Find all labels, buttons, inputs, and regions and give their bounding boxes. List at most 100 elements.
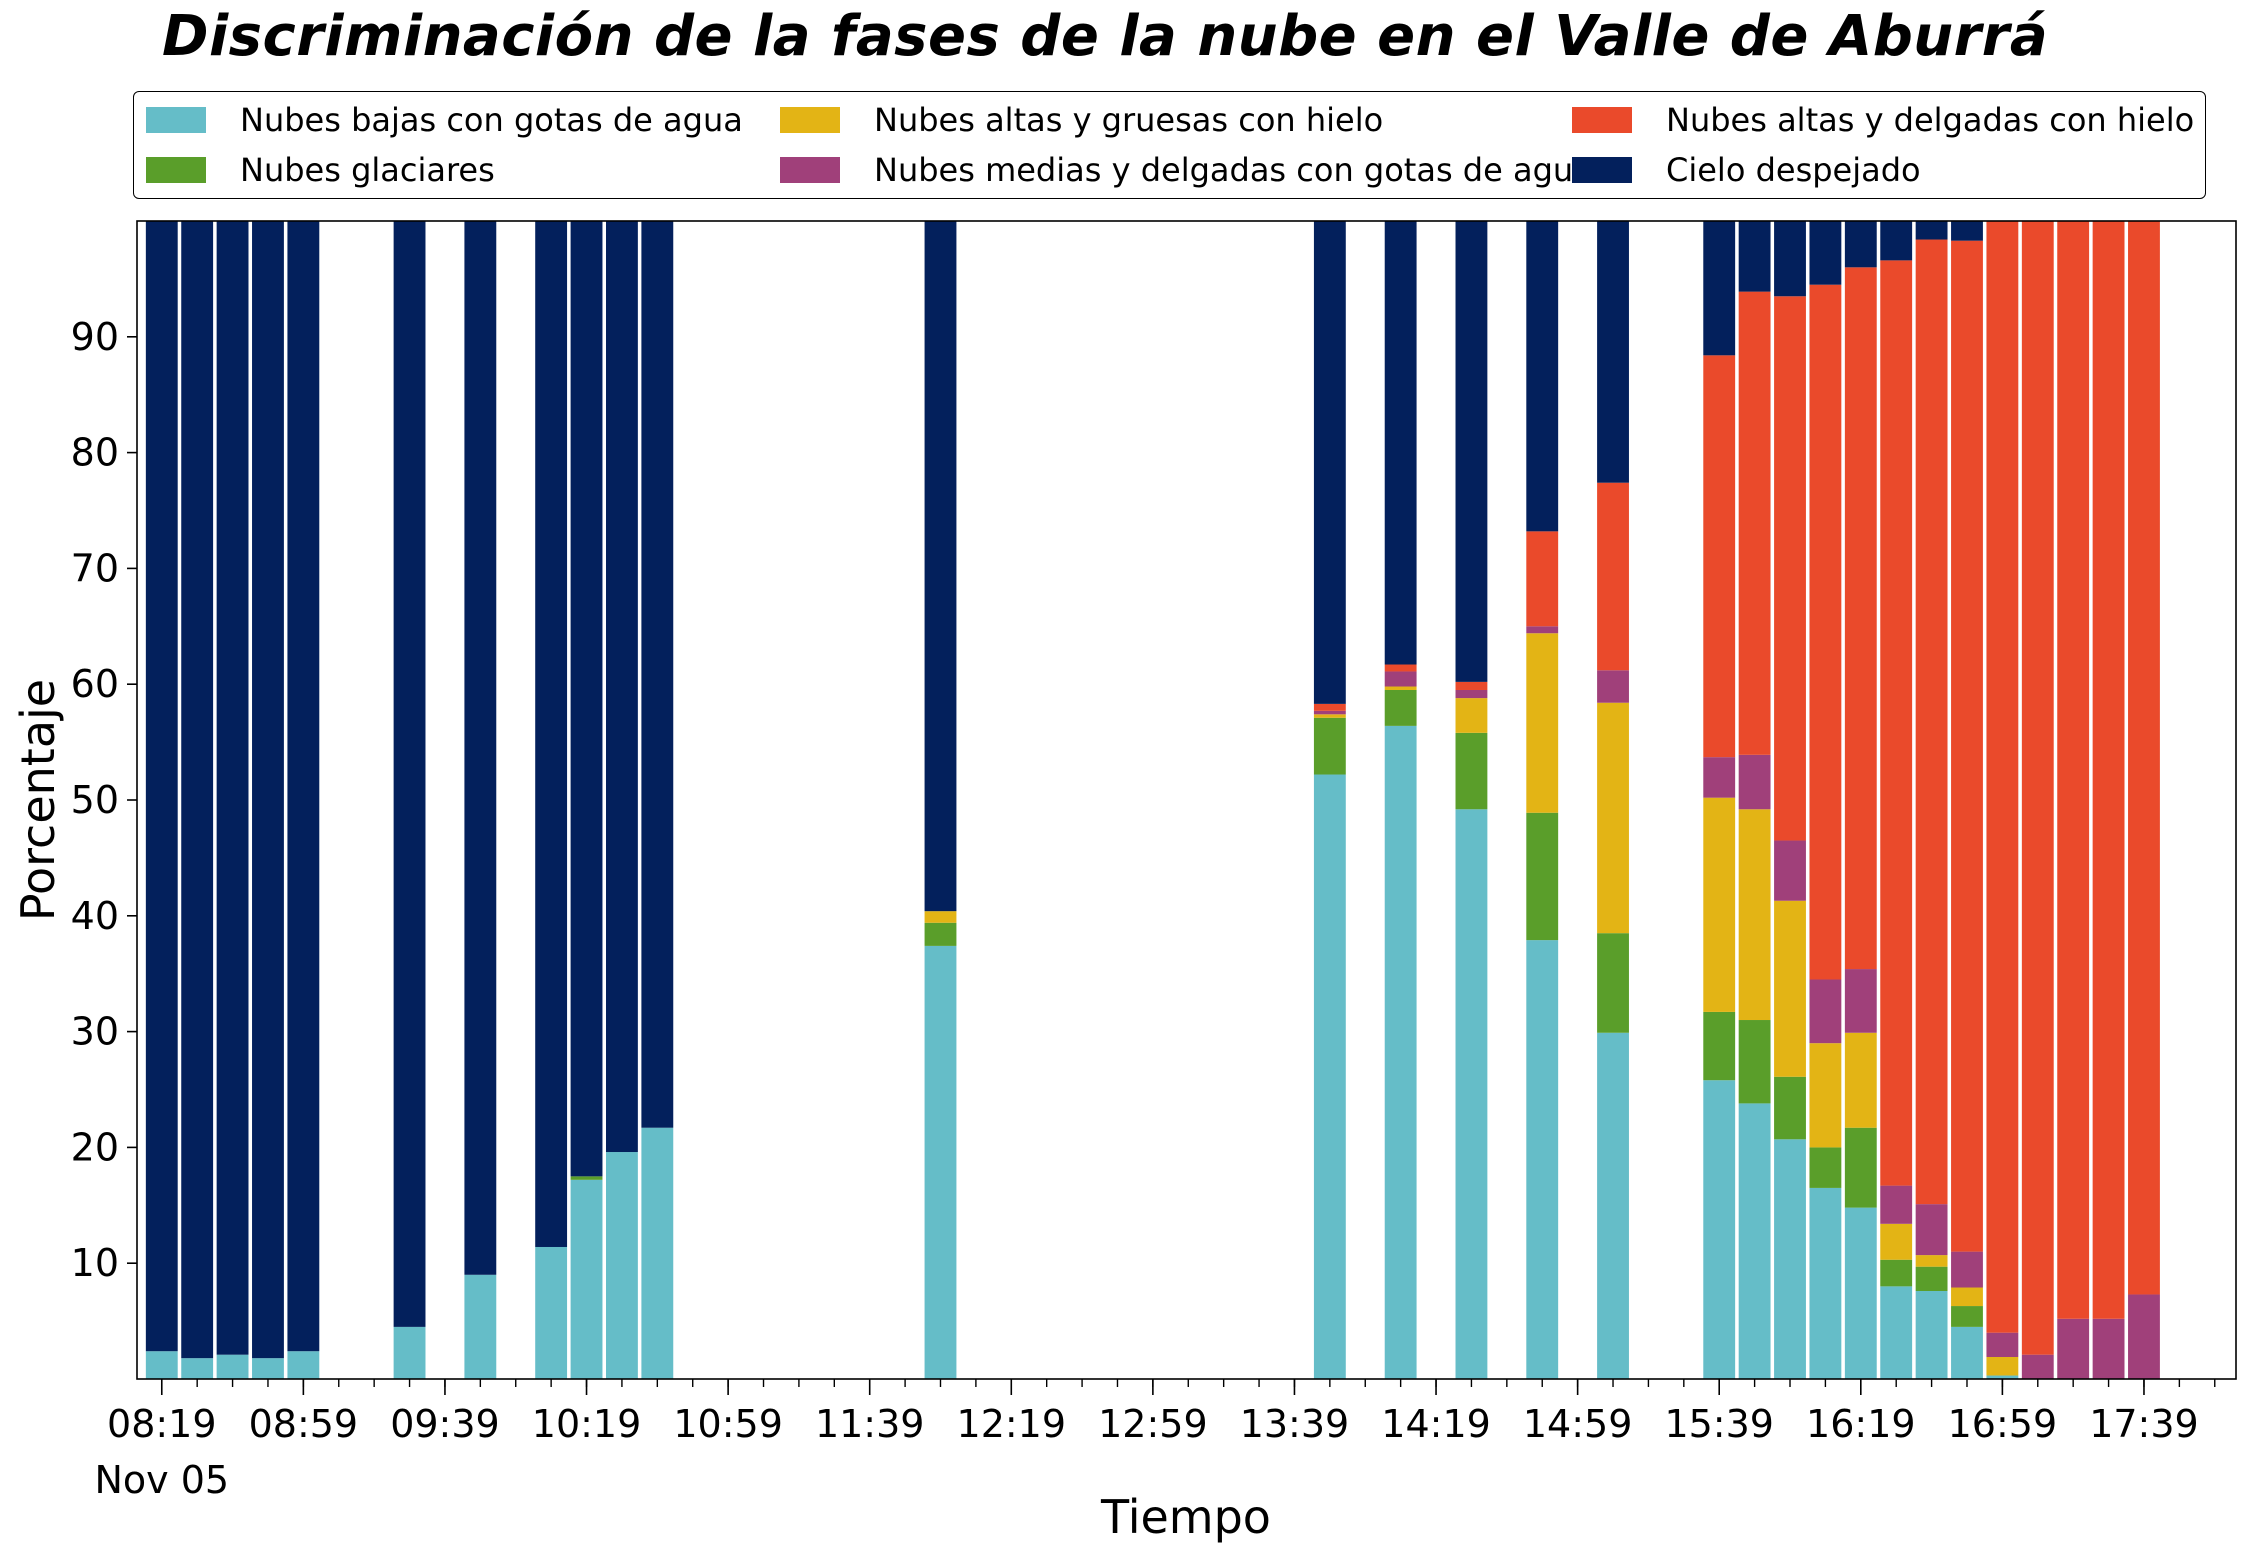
bar-segment bbox=[1738, 809, 1771, 1021]
bar-segment bbox=[393, 1326, 426, 1379]
y-tick-label: 20 bbox=[71, 1125, 119, 1169]
y-tick-label: 80 bbox=[71, 431, 119, 475]
legend-swatch bbox=[1572, 157, 1632, 183]
legend-swatch bbox=[780, 107, 840, 133]
chart-title: Discriminación de la fases de la nube en… bbox=[162, 4, 2049, 69]
y-tick-label: 40 bbox=[71, 894, 119, 938]
bar-segment bbox=[181, 221, 214, 1359]
bar-segment bbox=[535, 1246, 568, 1379]
bar-segment bbox=[1844, 221, 1877, 268]
bar-segment bbox=[1880, 1286, 1913, 1379]
bar-segment bbox=[570, 1179, 603, 1379]
y-tick-label: 30 bbox=[71, 1010, 119, 1054]
bar-segment bbox=[1455, 698, 1488, 733]
bar-segment bbox=[2092, 1318, 2125, 1379]
legend-item: Nubes glaciares bbox=[146, 150, 495, 190]
bar-segment bbox=[1313, 221, 1346, 704]
bar-segment bbox=[570, 221, 603, 1177]
bar-segment bbox=[1313, 717, 1346, 775]
x-tick-label: 12:19 bbox=[957, 1402, 1067, 1446]
bar-segment bbox=[1455, 732, 1488, 810]
bar-segment bbox=[1986, 1375, 2019, 1379]
x-tick-label: 11:39 bbox=[815, 1402, 925, 1446]
bar-segment bbox=[535, 221, 568, 1247]
y-tick-label: 70 bbox=[71, 546, 119, 590]
bar-segment bbox=[145, 221, 178, 1352]
legend-label: Cielo despejado bbox=[1666, 151, 1921, 189]
bar-segment bbox=[924, 945, 957, 1379]
bar-segment bbox=[1809, 284, 1842, 980]
bar-segment bbox=[1703, 1011, 1736, 1081]
bar-segment bbox=[1738, 754, 1771, 810]
x-tick-label: 17:39 bbox=[2089, 1402, 2199, 1446]
bar-segment bbox=[2057, 1318, 2090, 1379]
bar-segment bbox=[1384, 221, 1417, 665]
bar-segment bbox=[1384, 664, 1417, 672]
legend-swatch bbox=[146, 157, 206, 183]
x-tick-label: 14:19 bbox=[1381, 1402, 1491, 1446]
bar-segment bbox=[1880, 1223, 1913, 1260]
bar-segment bbox=[1951, 1251, 1983, 1288]
bar-segment bbox=[1915, 239, 1948, 1205]
bar-segment bbox=[1526, 221, 1559, 532]
bar-segment bbox=[1844, 1207, 1877, 1379]
bar-segment bbox=[1844, 1127, 1877, 1208]
bar-segment bbox=[1384, 725, 1417, 1379]
bar-segment bbox=[1774, 900, 1806, 1077]
legend-swatch bbox=[146, 107, 206, 133]
x-tick-label: 12:59 bbox=[1098, 1402, 1208, 1446]
legend-label: Nubes altas y delgadas con hielo bbox=[1666, 101, 2195, 139]
bar-segment bbox=[1774, 296, 1806, 841]
bar-segment bbox=[1597, 1032, 1629, 1379]
bar-segment bbox=[606, 221, 638, 1153]
bar-segment bbox=[1951, 240, 1983, 1252]
bar-segment bbox=[924, 221, 957, 912]
bar-segment bbox=[1526, 626, 1559, 634]
bar-segment bbox=[1951, 1306, 1983, 1327]
bar-segment bbox=[1703, 1080, 1736, 1379]
bar-segment bbox=[1880, 1185, 1913, 1224]
bar-segment bbox=[1809, 1147, 1842, 1188]
legend: Nubes bajas con gotas de agua Nubes glaci… bbox=[133, 91, 2206, 199]
bar-segment bbox=[1738, 221, 1771, 292]
bar-segment bbox=[252, 1358, 284, 1379]
bar-segment bbox=[1774, 1139, 1806, 1379]
legend-item: Nubes bajas con gotas de agua bbox=[146, 100, 743, 140]
bar-segment bbox=[1597, 482, 1629, 671]
bar-segment bbox=[570, 1176, 603, 1180]
x-tick-label: 08:19 bbox=[107, 1402, 217, 1446]
x-tick-label: 16:19 bbox=[1806, 1402, 1916, 1446]
x-date-label: Nov 05 bbox=[94, 1458, 229, 1502]
bar-segment bbox=[1313, 774, 1346, 1379]
bar-segment bbox=[287, 1351, 320, 1379]
x-tick-label: 14:59 bbox=[1523, 1402, 1633, 1446]
bar-segment bbox=[1703, 221, 1736, 356]
legend-label: Nubes medias y delgadas con gotas de agu… bbox=[874, 151, 1593, 189]
legend-label: Nubes altas y gruesas con hielo bbox=[874, 101, 1384, 139]
x-tick-label: 10:59 bbox=[673, 1402, 783, 1446]
legend-label: Nubes bajas con gotas de agua bbox=[240, 101, 743, 139]
bar-segment bbox=[606, 1152, 638, 1379]
legend-item: Cielo despejado bbox=[1572, 150, 1921, 190]
bar-segment bbox=[1597, 702, 1629, 934]
bar-segment bbox=[1844, 1032, 1877, 1128]
bar-segment bbox=[2021, 1354, 2054, 1379]
bar-segment bbox=[1774, 221, 1806, 297]
bar-segment bbox=[1526, 812, 1559, 941]
bar-segment bbox=[1951, 1287, 1983, 1307]
y-tick-label: 60 bbox=[71, 662, 119, 706]
bar-segment bbox=[145, 1351, 178, 1379]
bar-segment bbox=[1844, 267, 1877, 970]
bar-segment bbox=[1915, 221, 1948, 240]
bar-segment bbox=[1915, 1255, 1948, 1267]
legend-item: Nubes altas y gruesas con hielo bbox=[780, 100, 1383, 140]
x-tick-label: 16:59 bbox=[1948, 1402, 2058, 1446]
x-tick-label: 09:39 bbox=[390, 1402, 500, 1446]
bar-segment bbox=[641, 1127, 674, 1379]
x-tick-label: 08:59 bbox=[249, 1402, 359, 1446]
bar-segment bbox=[1951, 221, 1983, 241]
legend-swatch bbox=[1572, 107, 1632, 133]
bar-segment bbox=[1703, 355, 1736, 758]
bar-segment bbox=[1915, 1266, 1948, 1291]
bar-segment bbox=[2092, 221, 2125, 1319]
